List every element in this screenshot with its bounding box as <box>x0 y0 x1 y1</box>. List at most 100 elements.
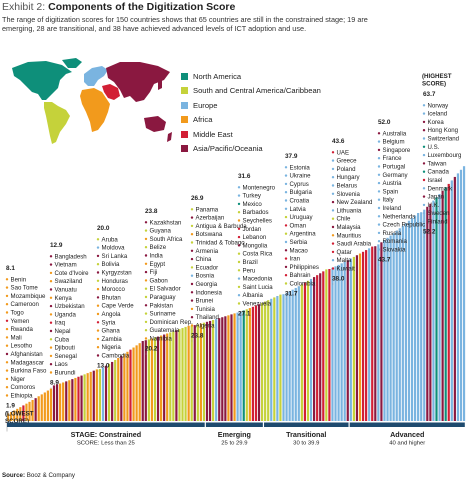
country-marker <box>5 303 9 306</box>
country-marker <box>331 151 335 154</box>
country-marker <box>144 254 148 257</box>
chart-bar <box>117 357 120 421</box>
country-label: Barbados <box>243 209 269 216</box>
chart-bar <box>92 370 95 421</box>
country-marker <box>49 321 53 324</box>
chart-bar <box>120 355 123 421</box>
country-marker <box>237 302 241 305</box>
country-marker <box>284 265 288 269</box>
chart-bar <box>19 407 22 421</box>
country-label: Denmark <box>428 185 454 192</box>
country-label: Syria <box>102 319 116 326</box>
chart-bar <box>423 209 426 421</box>
legend-label: North America <box>193 71 242 81</box>
map-europe <box>84 66 108 86</box>
country-marker <box>237 285 241 289</box>
chart-bar <box>297 286 300 421</box>
country-label: Mali <box>11 334 22 341</box>
legend-swatch <box>181 87 188 95</box>
chart-bar <box>319 273 322 421</box>
chart-bar <box>46 390 49 421</box>
chart-bar <box>386 237 389 421</box>
chart-bar <box>435 197 438 421</box>
country-label: Argentina <box>290 231 317 238</box>
country-label: France <box>383 155 403 162</box>
country-label: Pakistan <box>150 302 173 309</box>
country-label: South Africa <box>150 236 183 243</box>
country-label: Morocco <box>102 286 126 293</box>
chart-bar <box>267 300 270 421</box>
country-label: Azerbaijan <box>196 215 225 222</box>
chart-bar <box>175 330 178 421</box>
chart-bar <box>68 380 71 421</box>
country-marker <box>190 266 194 269</box>
country-marker <box>422 145 426 148</box>
country-marker <box>190 241 194 244</box>
country-marker <box>5 327 9 331</box>
group-top-score: 43.6 <box>332 138 345 145</box>
chart-bar <box>358 253 362 421</box>
chart-bar <box>254 305 258 421</box>
chart-bar <box>279 294 282 421</box>
region-legend: North America South and Central America/… <box>181 69 321 156</box>
country-marker <box>331 176 335 179</box>
chart-bar <box>276 296 279 421</box>
country-marker <box>331 250 335 254</box>
country-label: Singapore <box>383 147 411 154</box>
highest-score-note: SCORE) <box>422 81 446 88</box>
country-label: Kuwait <box>337 266 356 273</box>
country-marker <box>96 263 100 266</box>
country-label: Bosnia <box>196 273 215 280</box>
chart-bar <box>413 215 417 421</box>
chart-bar <box>144 340 147 421</box>
group-bottom-score: 31.7 <box>285 291 298 298</box>
chart-bar <box>462 166 466 421</box>
chart-bar <box>239 311 242 421</box>
highest-score-note: (HIGHEST <box>422 73 452 80</box>
map-oceania <box>144 116 166 132</box>
country-label: Trinidad & Tobago <box>196 240 246 247</box>
chart-bar <box>34 398 37 421</box>
chart-bar <box>193 325 196 421</box>
group-top-score: 12.9 <box>50 242 63 249</box>
country-marker <box>284 232 288 235</box>
stage-band <box>7 422 205 427</box>
country-marker <box>422 129 426 132</box>
country-label: Rwanda <box>11 326 34 333</box>
group-top-score: 20.0 <box>97 225 110 232</box>
source-text: Booz & Company <box>26 472 75 479</box>
country-label: U.K. <box>428 202 440 209</box>
country-marker <box>190 282 194 286</box>
group-top-score: 26.9 <box>191 195 204 202</box>
chart-bar <box>355 255 359 421</box>
chart-bar <box>270 298 273 421</box>
chart-bar <box>114 359 117 421</box>
page-title: Components of the Digitization Score <box>48 1 236 13</box>
country-marker <box>377 165 381 168</box>
country-marker <box>422 170 426 173</box>
country-label: Laos <box>55 361 68 368</box>
country-marker <box>422 112 426 115</box>
country-marker <box>237 219 241 222</box>
country-marker <box>96 271 100 274</box>
country-marker <box>331 167 335 171</box>
chart-bar <box>368 248 371 421</box>
country-label: Gabon <box>150 277 168 284</box>
country-marker <box>5 311 9 314</box>
country-marker <box>284 182 288 186</box>
country-label: Bhutan <box>102 294 121 301</box>
country-label: Brazil <box>243 259 258 266</box>
country-label: Serbia <box>290 239 308 246</box>
chart-bar <box>187 325 190 421</box>
chart-bar <box>135 345 138 421</box>
country-label: Uganda <box>55 311 77 318</box>
country-label: Dominican Rep. <box>150 319 194 326</box>
chart-bar <box>10 412 13 421</box>
country-label: Portugal <box>383 164 406 171</box>
legend-swatch <box>181 145 188 153</box>
country-marker <box>331 184 335 187</box>
country-label: Philippines <box>290 264 319 271</box>
chart-bar <box>260 302 264 421</box>
country-marker <box>422 178 426 182</box>
chart-bar <box>172 331 175 421</box>
